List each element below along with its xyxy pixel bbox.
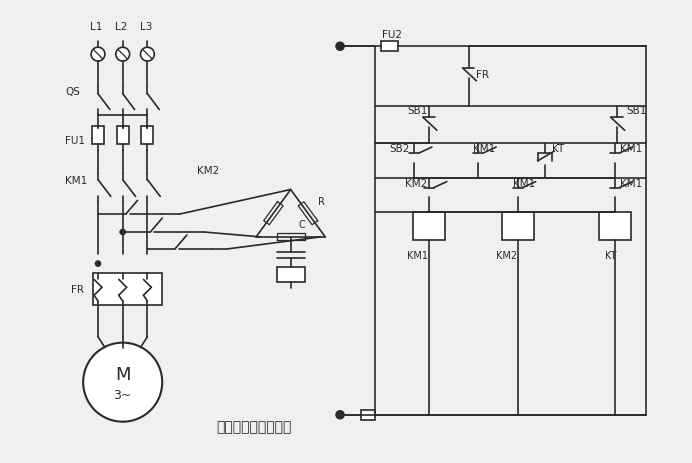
Text: KM1: KM1 [619,178,642,188]
Text: SB1: SB1 [408,106,428,116]
Text: FU2: FU2 [381,30,401,40]
Text: KM2: KM2 [496,250,518,260]
Text: KM1: KM1 [619,144,642,154]
Bar [117,127,129,145]
Text: 3~: 3~ [113,388,132,400]
Text: M: M [115,365,131,383]
Text: C: C [298,219,305,230]
Text: KM1: KM1 [66,175,88,185]
Text: SB1: SB1 [626,106,647,116]
Text: KT: KT [552,144,565,154]
Circle shape [120,230,126,236]
Text: FR: FR [71,285,84,294]
Text: L1: L1 [90,22,102,32]
Text: L2: L2 [115,22,127,32]
Circle shape [336,411,344,419]
Circle shape [83,343,162,422]
Circle shape [116,48,129,62]
Text: FU1: FU1 [66,136,85,146]
Bar [502,213,534,240]
Text: QS: QS [66,87,80,96]
Text: FR: FR [476,70,489,80]
Bar [599,213,630,240]
Bar [92,127,104,145]
Text: SB2: SB2 [390,144,410,154]
Text: L3: L3 [140,22,152,32]
Text: KM1: KM1 [473,144,495,154]
Text: KM1: KM1 [408,250,428,260]
Bar [361,410,374,420]
Circle shape [336,43,344,51]
Text: KM2: KM2 [406,178,428,188]
Text: KM2: KM2 [197,165,219,175]
Bar [93,274,162,306]
Text: R: R [318,197,325,207]
Text: KM1: KM1 [513,178,535,188]
Circle shape [140,48,154,62]
Circle shape [91,48,105,62]
Bar [141,127,154,145]
Bar [413,213,445,240]
Circle shape [95,261,101,267]
Bar [381,42,399,52]
Text: 电动机电容制动电路: 电动机电容制动电路 [217,420,292,434]
Text: KT: KT [605,250,617,260]
Bar [277,267,304,283]
